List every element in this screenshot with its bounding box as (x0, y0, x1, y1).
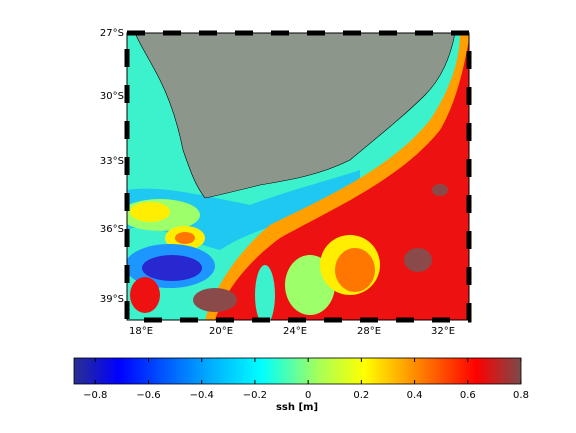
colorbar (73, 357, 522, 385)
colorbar-tick-label: −0.6 (136, 390, 160, 401)
colorbar-tick-label: −0.8 (83, 390, 107, 401)
lat-label: 39°S (100, 294, 124, 305)
map-border (124, 30, 472, 323)
colorbar-tick-label: 0 (305, 390, 311, 401)
lon-label: 20°E (209, 326, 233, 337)
colorbar-label: ssh [m] (276, 402, 318, 413)
colorbar-tick-label: −0.2 (243, 390, 267, 401)
lat-label: 27°S (100, 28, 124, 39)
land (134, 32, 456, 199)
lon-label: 32°E (431, 326, 455, 337)
lat-label: 33°S (100, 156, 124, 167)
colorbar-tick-label: −0.4 (190, 390, 214, 401)
lat-label: 36°S (100, 224, 124, 235)
lat-label: 30°S (100, 91, 124, 102)
colorbar-tick-label: 0.8 (513, 390, 529, 401)
lon-label: 18°E (129, 326, 153, 337)
colorbar-tick-label: 0.4 (407, 390, 423, 401)
colorbar-tick-label: 0.6 (460, 390, 476, 401)
lon-label: 24°E (283, 326, 307, 337)
colorbar-tick-label: 0.2 (353, 390, 369, 401)
lon-label: 28°E (357, 326, 381, 337)
